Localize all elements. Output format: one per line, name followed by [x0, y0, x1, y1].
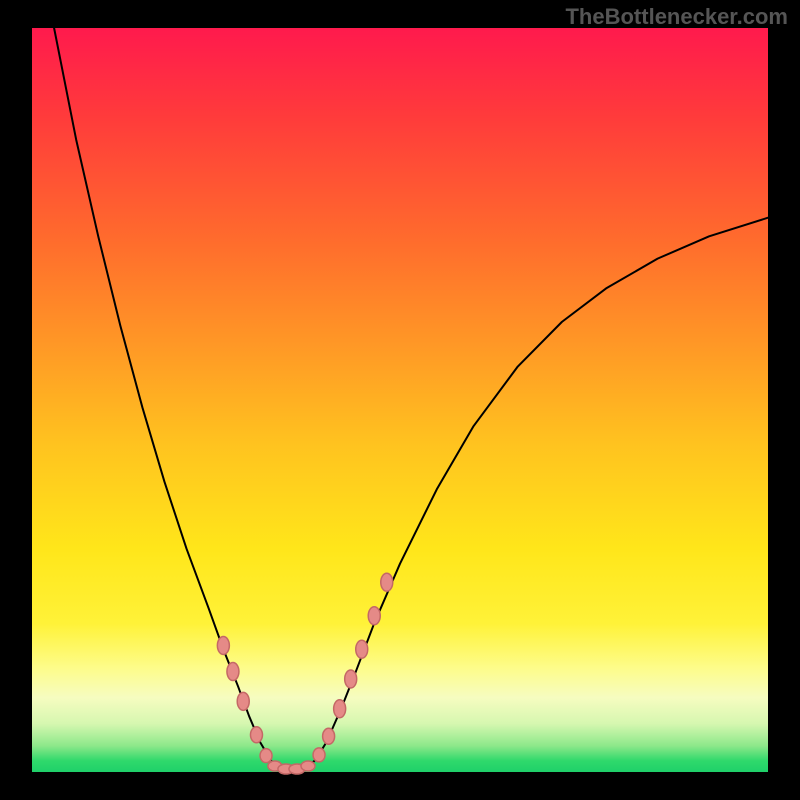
curve-marker [250, 727, 262, 743]
curve-marker [334, 700, 346, 718]
curve-marker [237, 692, 249, 710]
curve-marker [301, 761, 315, 771]
curve-marker [368, 607, 380, 625]
curve-marker [260, 749, 272, 763]
curve-marker [345, 670, 357, 688]
curve-marker [313, 748, 325, 762]
watermark-text: TheBottlenecker.com [565, 4, 788, 30]
curve-marker [381, 573, 393, 591]
plot-background [32, 28, 768, 772]
curve-marker [356, 640, 368, 658]
bottleneck-chart [0, 0, 800, 800]
curve-marker [227, 663, 239, 681]
curve-marker [323, 728, 335, 744]
curve-marker [217, 637, 229, 655]
